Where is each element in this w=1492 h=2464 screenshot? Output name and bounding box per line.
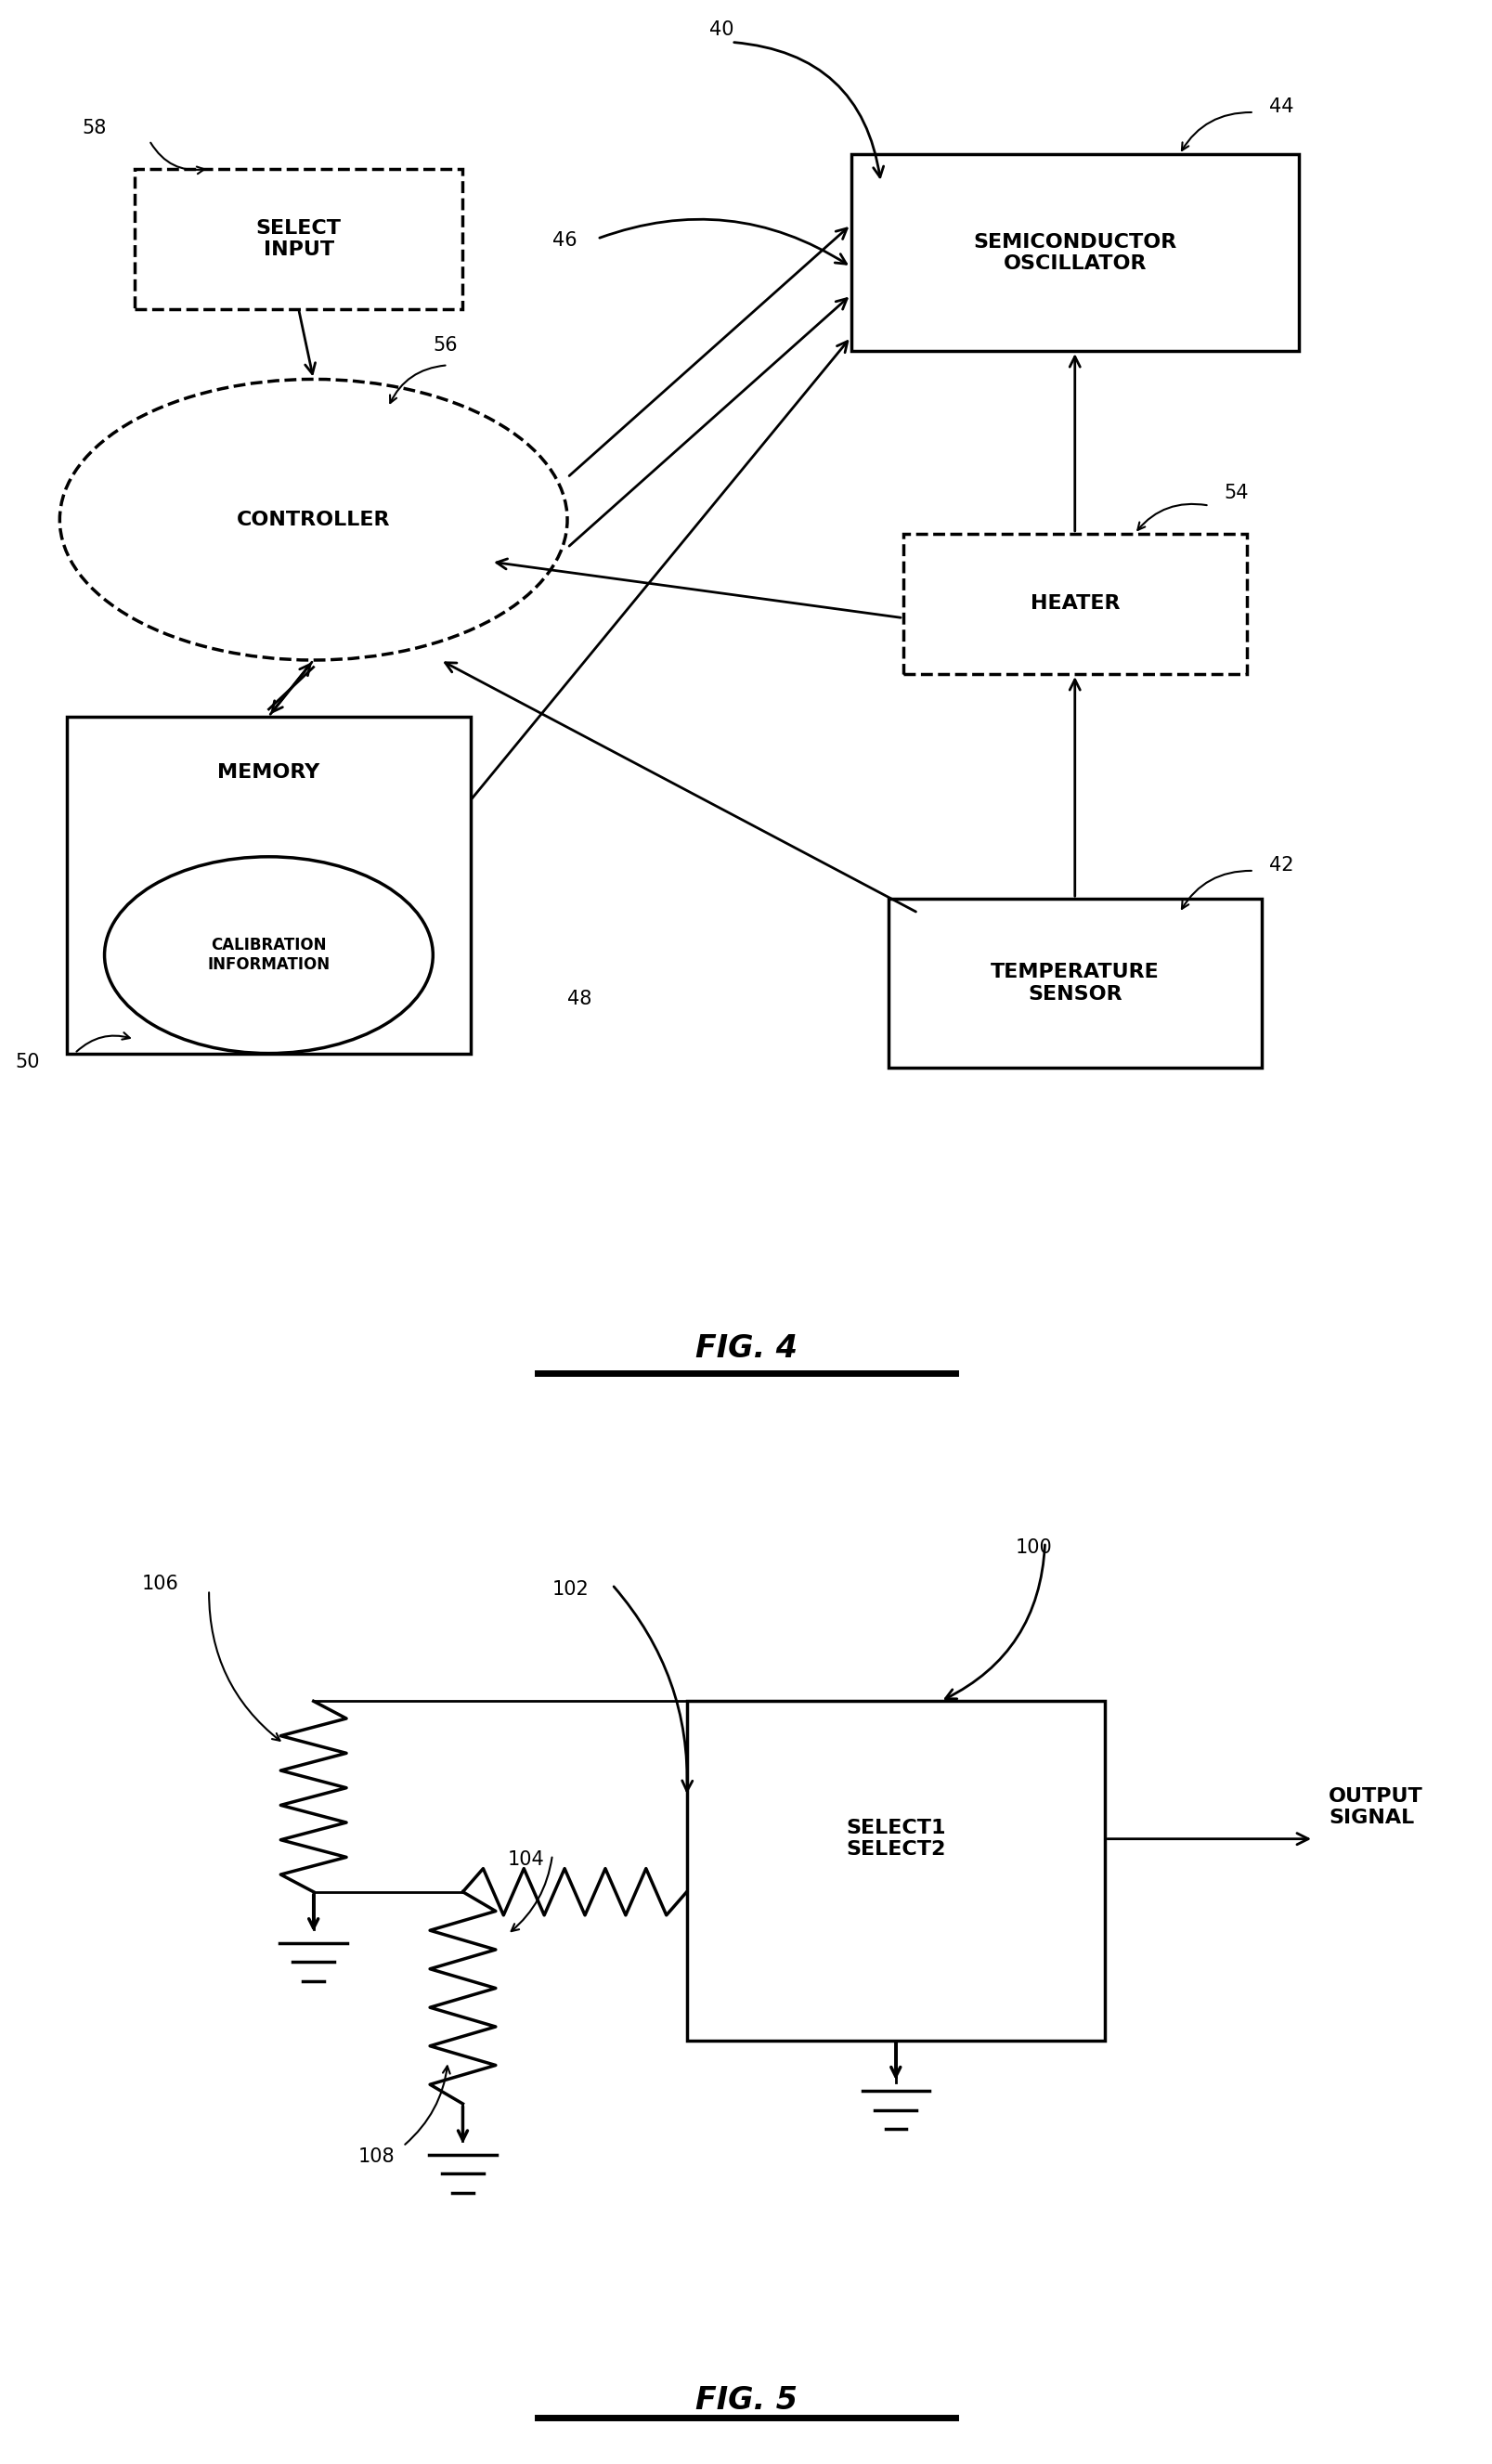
Bar [67,717,470,1055]
Text: 58: 58 [82,118,106,138]
Text: CALIBRATION
INFORMATION: CALIBRATION INFORMATION [207,936,330,973]
Text: 106: 106 [142,1574,179,1594]
Bar [686,1700,1104,2040]
Text: 46: 46 [552,232,577,249]
Text: SELECT
INPUT: SELECT INPUT [255,219,342,259]
Ellipse shape [104,857,433,1055]
Text: FIG. 5: FIG. 5 [695,2385,797,2415]
Text: OUTPUT
SIGNAL: OUTPUT SIGNAL [1328,1786,1422,1828]
Bar [850,155,1298,350]
Text: FIG. 4: FIG. 4 [695,1333,797,1363]
Text: MEMORY: MEMORY [218,764,319,781]
Bar [134,168,463,308]
Bar [888,899,1261,1067]
Text: 104: 104 [507,1850,545,1870]
Text: HEATER: HEATER [1029,594,1119,614]
Text: 108: 108 [358,2146,395,2166]
Text: SELECT1
SELECT2: SELECT1 SELECT2 [846,1818,944,1858]
Text: CONTROLLER: CONTROLLER [237,510,389,530]
Text: 100: 100 [1015,1538,1052,1557]
Text: 56: 56 [433,335,458,355]
Text: 48: 48 [567,991,591,1008]
Text: 102: 102 [552,1579,589,1599]
Text: TEMPERATURE
SENSOR: TEMPERATURE SENSOR [989,963,1159,1003]
Ellipse shape [60,379,567,660]
Bar [903,535,1246,675]
Text: 54: 54 [1223,483,1247,503]
Text: SEMICONDUCTOR
OSCILLATOR: SEMICONDUCTOR OSCILLATOR [973,232,1176,274]
Text: 50: 50 [15,1052,39,1072]
Text: 42: 42 [1268,855,1292,875]
Text: 40: 40 [709,20,733,39]
Text: 44: 44 [1268,99,1292,116]
